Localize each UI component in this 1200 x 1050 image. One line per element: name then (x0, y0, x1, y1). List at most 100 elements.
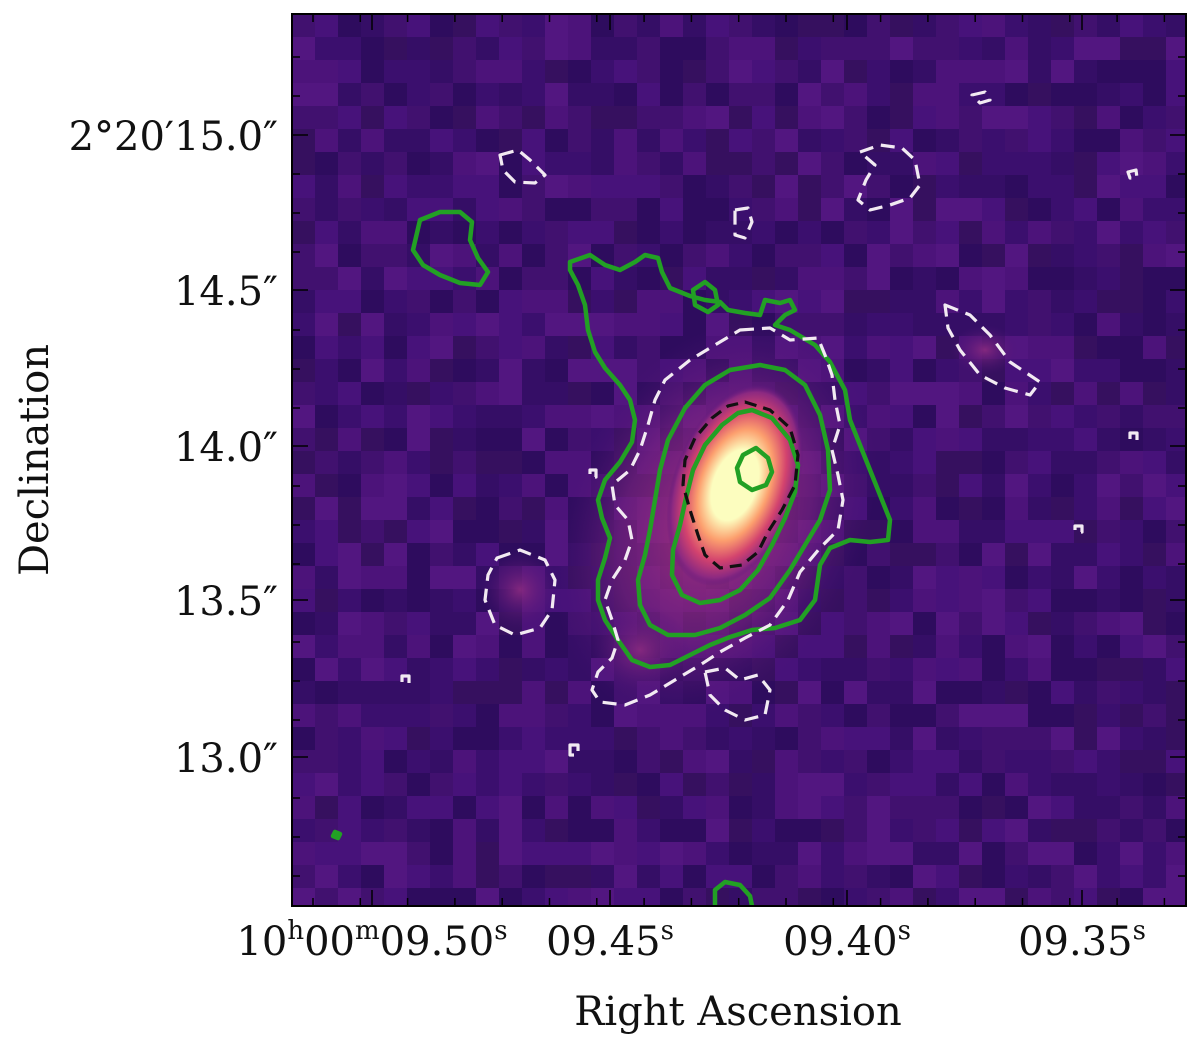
image-pixel (315, 497, 339, 521)
image-pixel (499, 520, 523, 544)
image-pixel (568, 198, 592, 222)
image-pixel (499, 175, 523, 199)
image-pixel (1028, 175, 1052, 199)
image-pixel (568, 14, 592, 38)
image-pixel (338, 152, 362, 176)
image-pixel (453, 888, 477, 906)
image-pixel (821, 267, 845, 291)
image-pixel (844, 152, 868, 176)
image-pixel (591, 359, 615, 383)
image-pixel (568, 221, 592, 245)
image-pixel (315, 405, 339, 429)
image-pixel (844, 290, 868, 314)
image-pixel (637, 60, 661, 84)
image-pixel (407, 83, 431, 107)
image-pixel (384, 106, 408, 130)
image-pixel (476, 520, 500, 544)
image-pixel (545, 336, 569, 360)
image-pixel (1143, 83, 1167, 107)
image-pixel (752, 221, 776, 245)
white-contour-northeast (943, 303, 1042, 397)
image-pixel (867, 336, 891, 360)
image-pixel (361, 773, 385, 797)
image-pixel (614, 198, 638, 222)
image-pixel (545, 451, 569, 475)
image-pixel (1097, 106, 1121, 130)
image-pixel (752, 267, 776, 291)
image-pixel (1028, 14, 1052, 38)
image-pixel (545, 359, 569, 383)
image-pixel (1143, 313, 1167, 337)
image-pixel (315, 175, 339, 199)
image-pixel (384, 244, 408, 268)
image-pixel (453, 37, 477, 61)
image-pixel (1051, 865, 1075, 889)
image-pixel (1097, 566, 1121, 590)
image-pixel (982, 566, 1006, 590)
image-pixel (1074, 175, 1098, 199)
image-pixel (936, 819, 960, 843)
image-pixel (522, 267, 546, 291)
image-pixel (407, 428, 431, 452)
image-pixel (706, 750, 730, 774)
image-pixel (982, 382, 1006, 406)
image-pixel (384, 842, 408, 866)
image-pixel (637, 83, 661, 107)
image-pixel (292, 198, 316, 222)
image-pixel (614, 83, 638, 107)
image-pixel (1166, 497, 1186, 521)
image-pixel (361, 865, 385, 889)
x-axis-label: Right Ascension (574, 989, 901, 1035)
image-pixel (867, 727, 891, 751)
image-pixel (890, 175, 914, 199)
image-pixel (867, 405, 891, 429)
image-pixel (821, 842, 845, 866)
image-pixel (1074, 336, 1098, 360)
image-pixel (660, 129, 684, 153)
image-pixel (844, 244, 868, 268)
image-pixel (637, 336, 661, 360)
image-pixel (430, 497, 454, 521)
image-pixel (844, 658, 868, 682)
image-pixel (338, 865, 362, 889)
image-pixel (545, 152, 569, 176)
image-pixel (1097, 83, 1121, 107)
image-pixel (499, 681, 523, 705)
image-pixel (1166, 773, 1186, 797)
image-pixel (1143, 221, 1167, 245)
image-pixel (591, 14, 615, 38)
image-pixel (775, 796, 799, 820)
image-pixel (361, 244, 385, 268)
image-pixel (936, 244, 960, 268)
image-pixel (752, 796, 776, 820)
image-pixel (591, 221, 615, 245)
image-pixel (1005, 129, 1029, 153)
image-pixel (798, 129, 822, 153)
image-pixel (292, 497, 316, 521)
image-pixel (959, 750, 983, 774)
image-pixel (568, 704, 592, 728)
image-pixel (1005, 83, 1029, 107)
image-pixel (821, 773, 845, 797)
image-pixel (476, 819, 500, 843)
image-pixel (545, 83, 569, 107)
image-pixel (1120, 359, 1144, 383)
image-pixel (384, 14, 408, 38)
image-pixel (959, 267, 983, 291)
image-pixel (1005, 106, 1029, 130)
image-pixel (1074, 244, 1098, 268)
green-contour-north-island (410, 209, 491, 288)
image-pixel (430, 83, 454, 107)
image-pixel (430, 244, 454, 268)
image-pixel (821, 796, 845, 820)
image-pixel (1097, 359, 1121, 383)
image-pixel (292, 796, 316, 820)
image-pixel (1166, 336, 1186, 360)
image-pixel (1120, 60, 1144, 84)
image-pixel (1051, 842, 1075, 866)
image-pixel (1143, 681, 1167, 705)
image-pixel (867, 750, 891, 774)
image-pixel (1074, 428, 1098, 452)
image-pixel (1051, 520, 1075, 544)
image-pixel (430, 543, 454, 567)
